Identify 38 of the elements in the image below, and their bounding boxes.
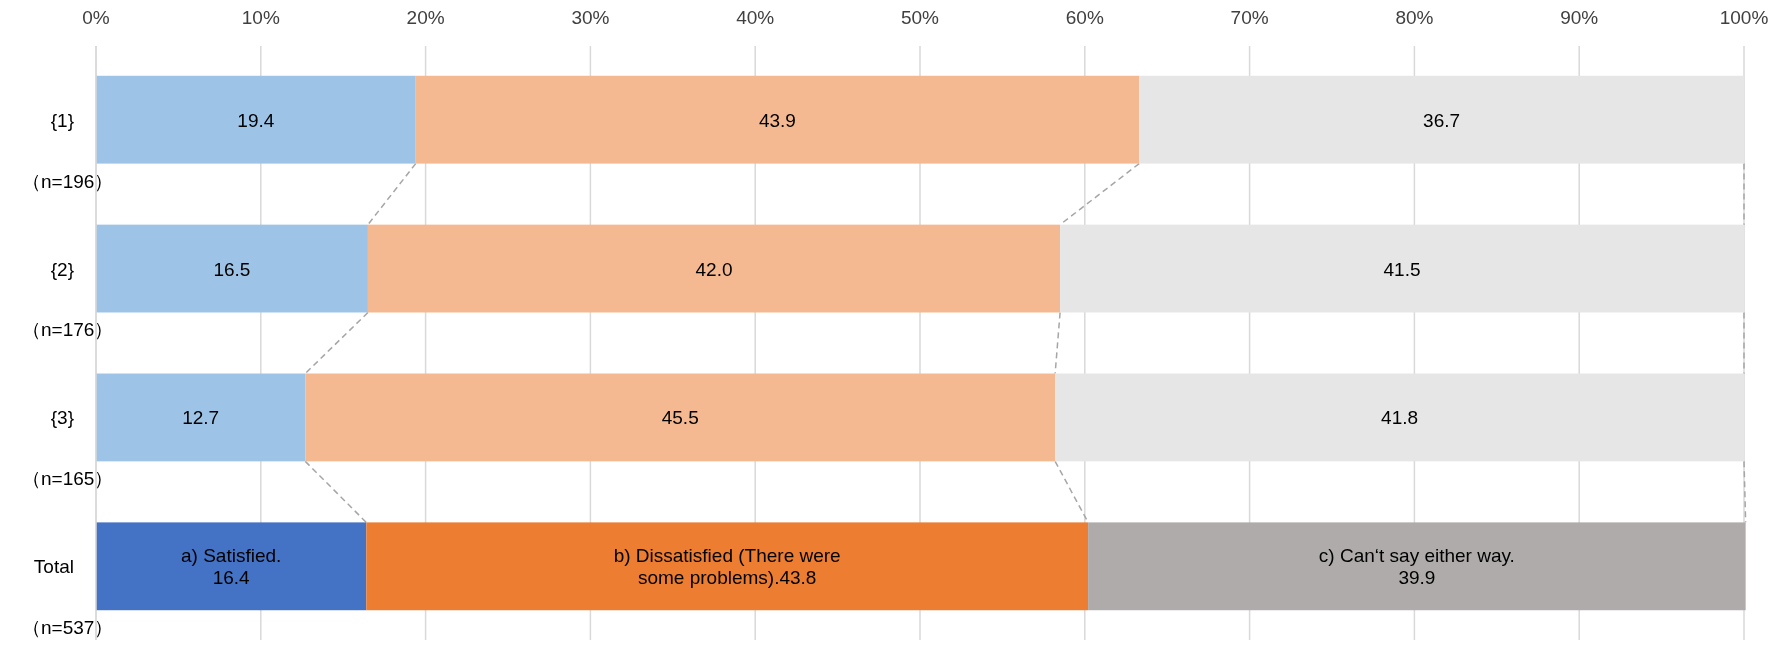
data-label: 45.5 — [661, 407, 699, 429]
x-tick-label: 100% — [1719, 7, 1769, 28]
x-tick-label: 40% — [736, 7, 775, 28]
x-tick-label: 10% — [241, 7, 280, 28]
x-tick-label: 30% — [571, 7, 610, 28]
data-label: a) Satisfied. 16.4 — [180, 545, 282, 589]
data-label: 12.7 — [182, 407, 220, 429]
data-label: b) Dissatisfied (There were some problems).43.8 — [613, 545, 841, 589]
x-tick-label: 90% — [1560, 7, 1599, 28]
data-label: c) Can‘t say either way. 39.9 — [1318, 545, 1515, 589]
data-label: 43.9 — [758, 109, 796, 131]
x-tick-label: 50% — [900, 7, 940, 28]
bar — [1060, 224, 1744, 313]
data-label: 41.5 — [1383, 258, 1421, 280]
category-label: Total （n=537） — [22, 556, 114, 639]
data-label: 36.7 — [1423, 109, 1461, 131]
bar — [367, 224, 1061, 313]
bar — [96, 373, 306, 462]
data-label: 16.5 — [213, 258, 251, 280]
bar — [96, 522, 367, 611]
x-tick-label: 20% — [406, 7, 445, 28]
data-label: 42.0 — [695, 258, 733, 280]
x-tick-label: 80% — [1395, 7, 1434, 28]
x-tick-label: 70% — [1230, 7, 1269, 28]
bar — [415, 75, 1140, 164]
x-tick-label: 0% — [82, 7, 110, 28]
bar — [1055, 373, 1744, 462]
bar — [305, 373, 1056, 462]
bar — [96, 75, 416, 164]
x-tick-label: 60% — [1065, 7, 1104, 28]
bar — [366, 522, 1089, 611]
category-label: {3} （n=165） — [22, 407, 114, 490]
data-label: 41.8 — [1381, 407, 1419, 429]
bar — [96, 224, 368, 313]
category-label: {1} （n=196） — [22, 109, 114, 192]
bar — [1139, 75, 1744, 164]
category-label: {2} （n=176） — [22, 258, 114, 341]
data-label: 19.4 — [237, 109, 275, 131]
